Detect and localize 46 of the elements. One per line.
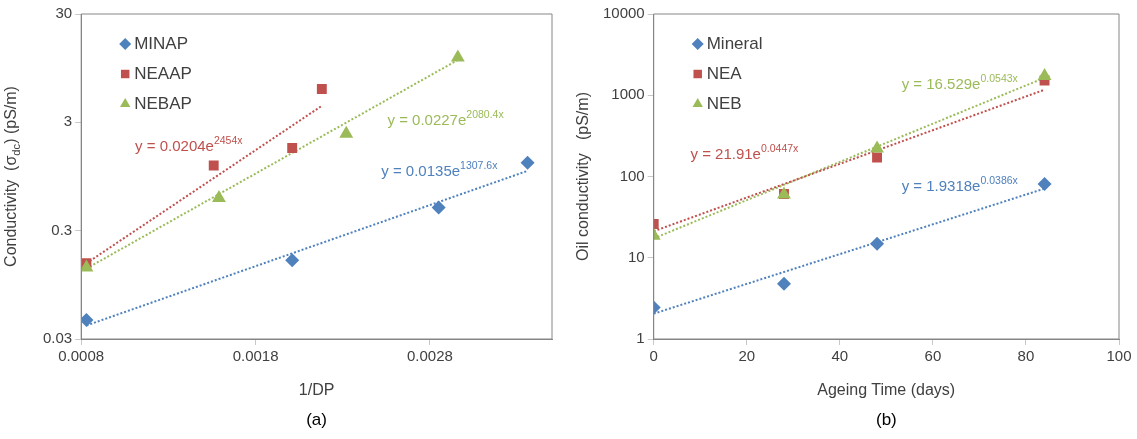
point (872, 152, 882, 163)
text: (a) (306, 409, 327, 429)
point (1037, 176, 1052, 191)
y-tick-label: 3 (63, 112, 73, 130)
x-tick-label: 40 (831, 347, 849, 365)
x-tick-label: 80 (1017, 347, 1035, 365)
point (870, 140, 884, 153)
point (287, 143, 298, 153)
x-tick-label: 0.0018 (232, 347, 279, 365)
y-tick-label: 1 (636, 329, 645, 347)
y-axis-title: Conductivity (σdc) (pS/m) (1, 86, 22, 267)
point (81, 312, 94, 327)
x-axis-title: Ageing Time (days) (817, 381, 956, 399)
legend-label: NEA (706, 63, 743, 83)
point (339, 125, 354, 138)
y-tick-label: 30 (55, 4, 73, 22)
y-tick-label: 0.3 (51, 220, 73, 238)
y-tick-label: 0.03 (42, 329, 73, 347)
legend-label: NEAAP (134, 63, 192, 83)
point (212, 190, 226, 203)
y-tick-label: 1000 (611, 85, 645, 103)
legend-label: NEB (706, 93, 742, 113)
point (431, 200, 446, 215)
legend-label: NEBAP (134, 93, 192, 113)
x-tick-label: 0 (649, 347, 658, 365)
point (520, 155, 535, 170)
point (285, 253, 300, 268)
point (450, 49, 465, 62)
x-tick-label: 0.0028 (406, 347, 453, 365)
text: (b) (875, 409, 897, 429)
x-tick-label: 0.0008 (58, 347, 105, 365)
x-tick-label: 60 (924, 347, 942, 365)
point (208, 160, 219, 171)
point (1037, 68, 1052, 81)
point (316, 83, 327, 94)
y-tick-label: 10000 (602, 4, 645, 22)
legend-label: Mineral (706, 33, 763, 53)
y-axis-title: Oil conductivity (pS/m) (574, 92, 592, 261)
y-tick-label: 10 (628, 247, 645, 265)
point (870, 236, 885, 251)
legend-label: MINAP (134, 33, 189, 53)
x-axis-title: 1/DP (298, 381, 335, 399)
y-tick-label: 100 (619, 166, 645, 184)
point (776, 276, 791, 291)
x-tick-label: 20 (738, 347, 756, 365)
x-tick-label: 100 (1106, 347, 1132, 365)
